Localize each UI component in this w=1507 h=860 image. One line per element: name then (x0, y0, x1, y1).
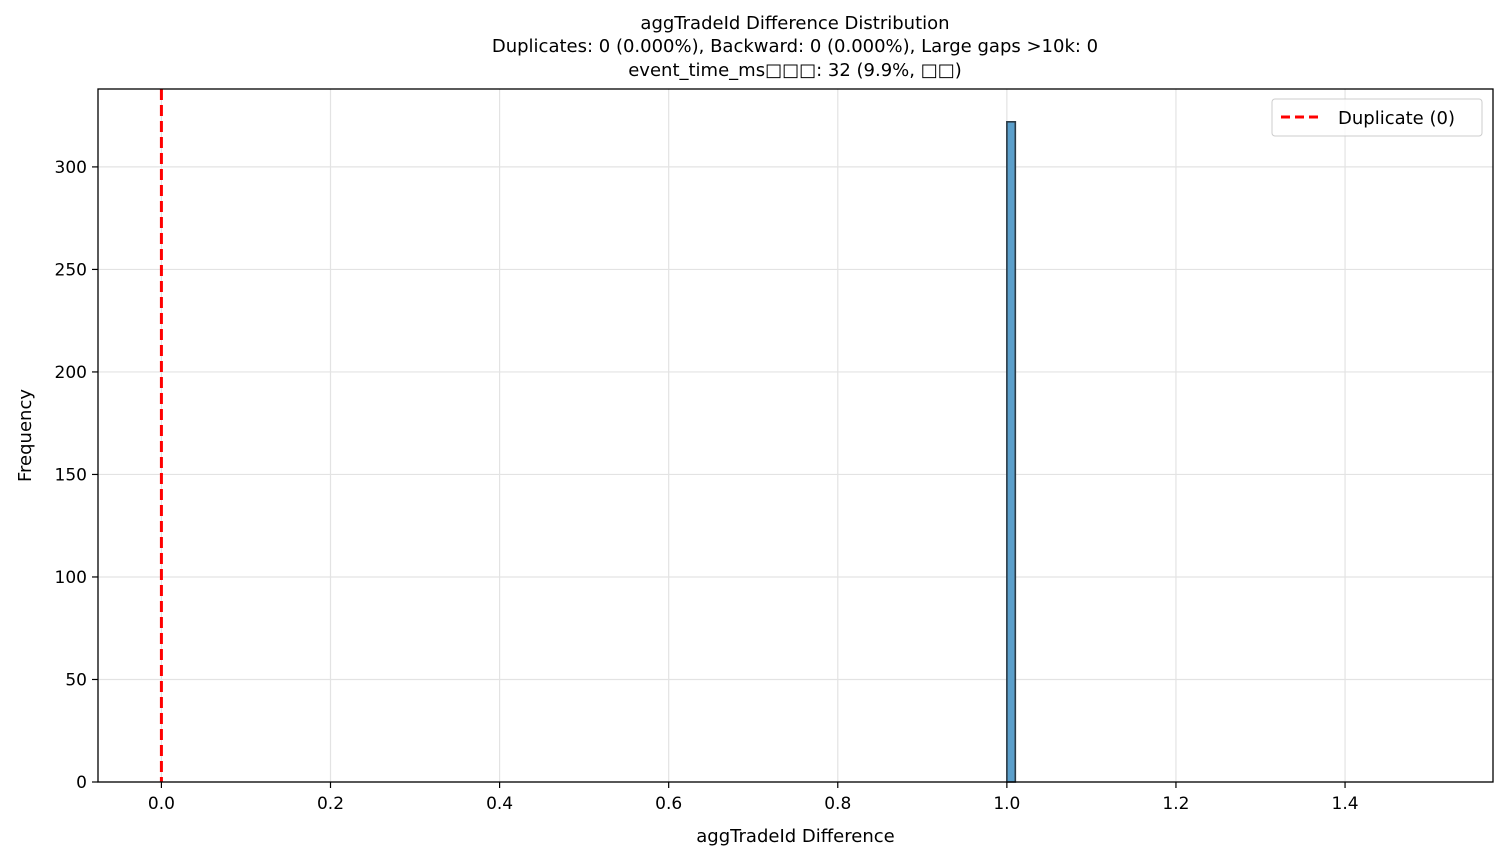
grid (98, 89, 1493, 783)
x-tick-label: 1.4 (1332, 794, 1359, 814)
y-tick-label: 250 (55, 260, 87, 280)
plot-frame (97, 88, 1494, 783)
ticks: 0.0 0.2 0.4 0.6 0.8 1.0 1.2 1.4 0 50 100 150 200 250 3… (55, 158, 1359, 814)
legend: Duplicate (0) (1271, 98, 1483, 137)
y-tick-label: 200 (55, 363, 87, 383)
y-axis-label: Frequency (15, 389, 36, 482)
x-tick-label: 0.0 (148, 794, 175, 814)
x-tick-label: 0.2 (317, 794, 344, 814)
x-tick-label: 0.8 (824, 794, 851, 814)
x-axis-label: aggTradeId Difference (696, 826, 894, 847)
legend-box (1271, 98, 1483, 137)
x-tick-label: 1.2 (1162, 794, 1189, 814)
y-tick-label: 300 (55, 158, 87, 178)
y-tick-label: 0 (76, 773, 87, 793)
chart-subtitle-event-time: event_time_ms□□□: 32 (9.9%, □□) (628, 60, 962, 81)
y-tick-label: 50 (65, 670, 87, 690)
x-tick-label: 0.4 (486, 794, 513, 814)
x-tick-label: 0.6 (655, 794, 682, 814)
chart-subtitle-stats: Duplicates: 0 (0.000%), Backward: 0 (0.0… (491, 36, 1099, 57)
legend-label-duplicate: Duplicate (0) (1338, 108, 1455, 129)
chart-title: aggTradeId Difference Distribution (640, 13, 950, 34)
x-tick-label: 1.0 (993, 794, 1020, 814)
y-tick-label: 150 (55, 465, 87, 485)
bars (1006, 121, 1017, 783)
histogram-bar (1006, 121, 1017, 783)
y-tick-label: 100 (55, 568, 87, 588)
